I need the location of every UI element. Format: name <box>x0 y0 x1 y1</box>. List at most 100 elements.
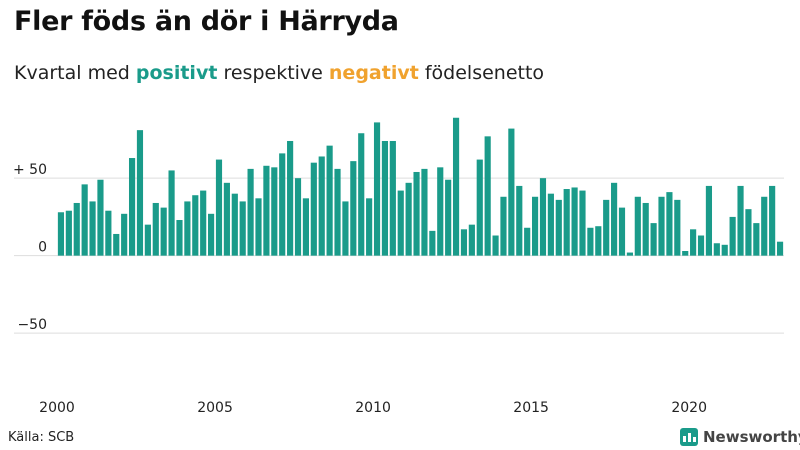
bar <box>231 193 238 256</box>
bar <box>287 140 294 256</box>
bar <box>215 159 223 256</box>
subtitle-negative-word: negativt <box>328 62 419 84</box>
bar <box>666 192 673 256</box>
x-tick-label: 2010 <box>355 400 391 416</box>
bar <box>223 182 230 256</box>
bar <box>413 171 420 256</box>
bar <box>263 165 270 256</box>
bar <box>397 190 404 256</box>
bar <box>587 227 594 256</box>
bar <box>445 179 452 256</box>
bar <box>113 233 120 256</box>
bar <box>729 216 736 256</box>
bar <box>690 229 697 256</box>
bar <box>160 207 167 256</box>
bar <box>168 170 175 256</box>
bar <box>429 230 436 256</box>
bar <box>452 117 460 256</box>
bar <box>105 210 112 256</box>
bar <box>310 162 317 256</box>
y-tick-label: + 50 <box>13 162 47 178</box>
bar <box>595 226 602 256</box>
bar <box>674 199 681 256</box>
bar <box>121 213 128 256</box>
bar <box>144 224 151 256</box>
y-tick-label: 0 <box>38 240 47 256</box>
bar <box>381 140 389 256</box>
bar <box>516 185 523 256</box>
bar <box>571 187 578 256</box>
bar <box>81 184 88 256</box>
bar <box>721 244 728 256</box>
y-tick-label: −50 <box>17 317 47 333</box>
bar <box>650 223 657 256</box>
bar <box>152 202 159 256</box>
x-tick-label: 2000 <box>39 400 75 416</box>
bar <box>65 210 72 256</box>
bar <box>468 224 475 256</box>
bar <box>200 190 207 256</box>
bar <box>761 196 768 256</box>
brand-logo: Newsworthy <box>680 426 800 448</box>
bar <box>611 182 618 256</box>
bar <box>713 243 720 256</box>
subtitle-middle: respektive <box>217 62 329 84</box>
bar <box>184 201 191 256</box>
bar <box>705 185 713 256</box>
bar <box>389 140 396 256</box>
bar <box>579 190 586 256</box>
bar <box>524 227 531 256</box>
bar <box>697 235 705 256</box>
bar <box>239 201 246 256</box>
subtitle-suffix: födelsenetto <box>418 62 545 84</box>
bar <box>97 179 104 256</box>
bar <box>737 185 744 256</box>
bar <box>508 128 515 256</box>
bar <box>532 196 539 256</box>
bar <box>500 196 507 256</box>
bar <box>318 156 325 256</box>
bar <box>492 235 499 256</box>
bar <box>57 212 65 256</box>
bar <box>294 178 302 256</box>
source-note: Källa: SCB <box>8 430 75 445</box>
bar <box>208 213 215 256</box>
bar <box>484 136 491 256</box>
bar <box>192 195 199 256</box>
bar <box>358 133 365 256</box>
bar <box>342 201 349 256</box>
bar <box>271 167 278 256</box>
bar <box>563 189 570 256</box>
bar <box>460 229 468 256</box>
bar <box>626 252 633 256</box>
chart-title: Fler föds än dör i Härryda <box>14 6 399 37</box>
bar <box>682 251 689 256</box>
bar <box>128 158 136 256</box>
bar <box>642 202 649 256</box>
bar <box>302 198 309 256</box>
subtitle-prefix: Kvartal med <box>14 62 136 84</box>
bar <box>247 168 254 256</box>
bar <box>603 199 610 256</box>
bar <box>350 161 357 256</box>
bar <box>618 207 626 256</box>
subtitle-positive-word: positivt <box>135 62 218 84</box>
bar <box>539 178 547 256</box>
bar <box>73 202 80 256</box>
bar <box>547 193 554 256</box>
bar <box>326 145 333 256</box>
bar <box>753 223 760 256</box>
bar <box>555 199 562 256</box>
x-tick-label: 2020 <box>671 400 707 416</box>
brand-name: Newsworthy <box>703 428 800 446</box>
bar <box>176 220 183 256</box>
bar <box>769 185 776 256</box>
bar <box>405 182 412 256</box>
bar <box>334 168 341 256</box>
bar <box>373 122 381 256</box>
bar <box>421 168 428 256</box>
bar <box>89 201 96 256</box>
x-tick-label: 2015 <box>513 400 549 416</box>
bar <box>776 241 784 256</box>
bar <box>255 198 262 256</box>
